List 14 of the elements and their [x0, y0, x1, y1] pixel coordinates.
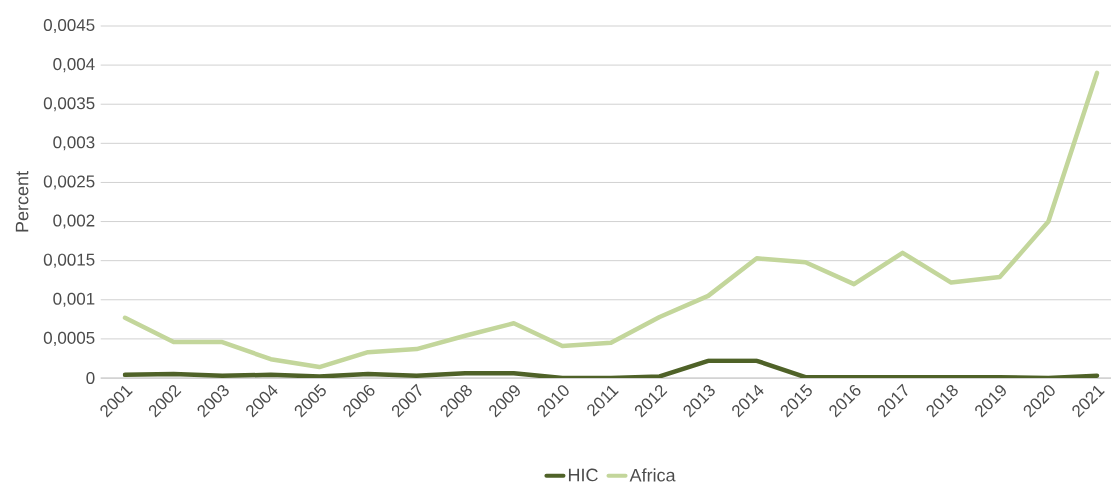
y-tick-label: 0,004 — [53, 58, 95, 73]
legend-label: HIC — [568, 468, 598, 482]
y-tick-label: 0,0015 — [43, 253, 95, 268]
legend-label: Africa — [629, 468, 676, 482]
y-axis-title: Percent — [15, 171, 29, 232]
y-tick-label: 0,002 — [53, 214, 95, 229]
line-series — [122, 70, 1100, 370]
y-tick-label: 0,0005 — [43, 331, 95, 346]
y-tick-label: 0,0035 — [43, 97, 95, 112]
y-tick-label: 0,001 — [53, 292, 95, 307]
y-tick-label: 0,003 — [53, 136, 95, 151]
y-tick-label: 0 — [86, 371, 95, 385]
y-tick-label: 0,0025 — [43, 175, 95, 190]
y-tick-label: 0,0045 — [43, 18, 95, 34]
